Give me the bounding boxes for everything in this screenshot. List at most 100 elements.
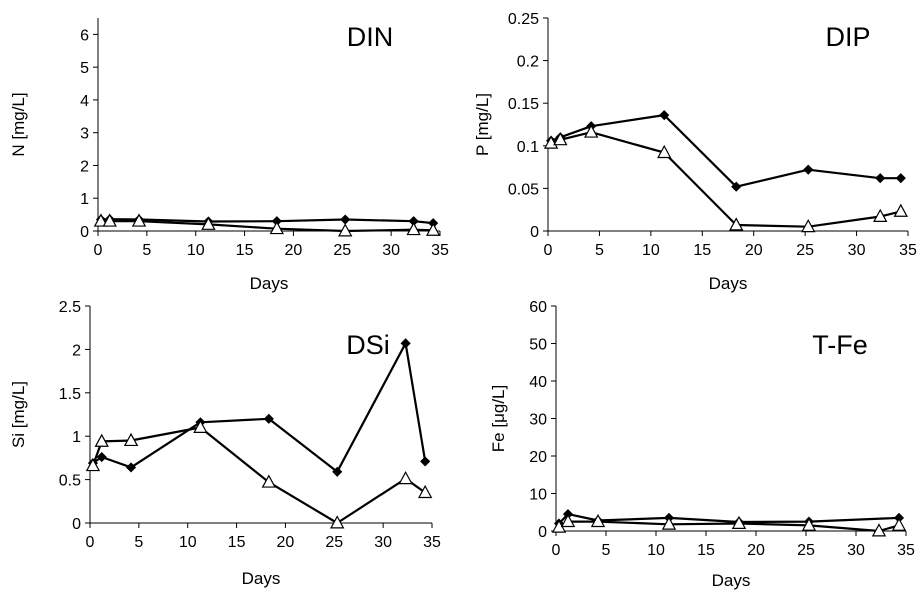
series-line-diamond — [550, 113, 901, 188]
data-point-triangle — [425, 222, 441, 236]
y-tick-label: 0 — [72, 516, 81, 533]
x-tick-label: 35 — [899, 242, 917, 259]
x-tick-label: 0 — [552, 542, 561, 559]
y-tick-label: 0.05 — [508, 181, 539, 198]
chart-panel-dsi: 0 0.5 1 1.5 2 2.5 0 5 10 15 20 25 30 35 Days Si [mg/L] D… — [9, 299, 441, 588]
y-tick-label: 20 — [529, 449, 547, 466]
y-tick-label: 0.5 — [59, 473, 81, 490]
y-tick-label: 10 — [529, 487, 547, 504]
y-tick-label: 2 — [72, 342, 81, 359]
chart-panel-t-fe: 0 10 20 30 40 50 60 0 5 10 15 20 25 30 35 Days Fe [μg/L]… — [489, 299, 915, 590]
data-point-triangle — [560, 513, 576, 528]
data-point-triangle — [406, 221, 421, 236]
x-tick-label: 30 — [847, 542, 865, 559]
data-point-diamond — [731, 181, 742, 192]
data-point-triangle — [338, 223, 353, 237]
data-point-diamond — [895, 173, 906, 184]
y-tick-label: 0.25 — [508, 11, 539, 28]
data-point-triangle — [801, 218, 816, 233]
x-tick-label: 5 — [602, 542, 611, 559]
x-tick-label: 35 — [897, 542, 915, 559]
chart-panel-dip: 0 0.05 0.1 0.15 0.2 0.25 0 5 10 15 20 25 30 35 Days P [… — [473, 11, 917, 293]
data-point-triangle — [85, 457, 101, 472]
y-tick-label: 2.5 — [59, 299, 81, 316]
series-line-diamond — [92, 342, 427, 473]
data-point-diamond — [400, 338, 411, 349]
data-point-triangle — [590, 513, 606, 528]
data-point-triangle — [269, 220, 285, 235]
data-point-triangle — [417, 484, 433, 499]
series-line-triangle — [91, 426, 426, 525]
data-point-diamond — [96, 451, 107, 463]
data-point-diamond — [659, 110, 670, 121]
data-point-triangle — [261, 474, 277, 488]
y-tick-label: 0.2 — [517, 54, 539, 71]
data-point-triangle — [661, 516, 677, 530]
y-tick-label: 6 — [80, 27, 89, 44]
x-tick-label: 5 — [134, 534, 143, 551]
x-tick-label: 35 — [431, 242, 449, 259]
panel-title: T-Fe — [812, 330, 868, 360]
x-tick-label: 20 — [745, 242, 763, 259]
data-point-triangle — [873, 208, 888, 222]
x-axis-title: Days — [242, 569, 281, 588]
data-point-diamond — [125, 462, 137, 473]
data-point-triangle — [123, 432, 139, 447]
x-tick-label: 15 — [693, 242, 711, 259]
data-point-triangle — [731, 515, 747, 529]
series-line-triangle — [100, 220, 434, 233]
y-tick-label: 5 — [80, 60, 89, 77]
x-tick-label: 5 — [595, 242, 604, 259]
data-point-diamond — [263, 413, 274, 424]
x-tick-label: 30 — [374, 534, 392, 551]
y-tick-label: 0 — [538, 524, 547, 541]
x-tick-label: 10 — [647, 542, 665, 559]
data-point-diamond — [332, 466, 343, 477]
data-point-triangle — [201, 216, 216, 230]
x-tick-label: 25 — [796, 242, 814, 259]
y-tick-label: 0.1 — [517, 139, 539, 156]
x-tick-label: 10 — [179, 534, 197, 551]
y-tick-label: 1 — [72, 429, 81, 446]
y-tick-label: 40 — [529, 374, 547, 391]
x-tick-label: 25 — [797, 542, 815, 559]
y-tick-label: 0 — [530, 224, 539, 241]
data-point-triangle — [102, 213, 117, 227]
y-axis-title: N [mg/L] — [9, 92, 28, 156]
x-tick-label: 5 — [142, 242, 151, 259]
data-point-diamond — [875, 173, 886, 184]
data-point-triangle — [871, 523, 887, 537]
data-point-diamond — [420, 456, 431, 467]
x-tick-label: 10 — [187, 242, 205, 259]
y-tick-label: 0 — [80, 224, 89, 241]
data-point-triangle — [330, 515, 345, 529]
x-tick-label: 25 — [333, 242, 351, 259]
data-point-triangle — [584, 124, 599, 138]
x-axis-title: Days — [250, 274, 289, 293]
data-point-triangle — [553, 132, 568, 146]
data-point-triangle — [93, 213, 109, 227]
data-point-triangle — [801, 517, 817, 531]
y-tick-label: 0.15 — [508, 96, 539, 113]
y-axis-title: P [mg/L] — [473, 93, 492, 156]
data-point-triangle — [891, 517, 907, 531]
data-point-triangle — [193, 419, 208, 433]
x-tick-label: 15 — [236, 242, 254, 259]
x-tick-label: 10 — [642, 242, 660, 259]
y-tick-label: 1.5 — [59, 386, 81, 403]
y-tick-label: 2 — [80, 158, 89, 175]
x-tick-label: 20 — [747, 542, 765, 559]
series-line-triangle — [558, 520, 900, 533]
x-tick-label: 15 — [697, 542, 715, 559]
y-tick-label: 60 — [529, 299, 547, 316]
data-point-diamond — [803, 164, 814, 175]
y-tick-label: 4 — [80, 93, 89, 110]
data-point-triangle — [729, 217, 744, 231]
x-tick-label: 20 — [277, 534, 295, 551]
panel-title: DSi — [346, 330, 390, 360]
x-tick-label: 0 — [86, 534, 95, 551]
data-point-triangle — [398, 470, 413, 485]
data-point-triangle — [893, 203, 908, 217]
